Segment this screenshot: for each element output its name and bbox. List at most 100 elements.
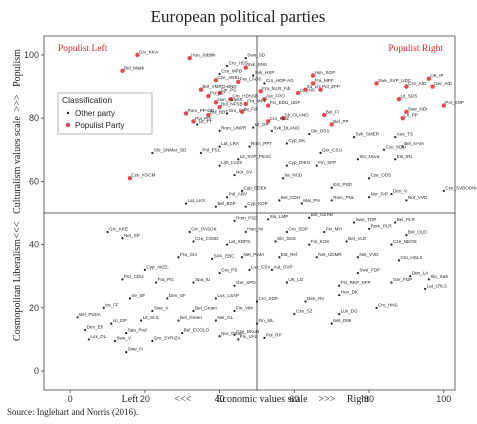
other-party-point	[151, 339, 154, 343]
other-party-point	[113, 339, 117, 343]
point-label: Hun_Nr	[247, 226, 263, 231]
point-label: Swe_TOP	[356, 217, 377, 222]
other-party-point	[285, 230, 288, 234]
other-party-point	[394, 136, 397, 139]
point-label: Bel_N-VA	[404, 141, 425, 146]
point-label: Slo_DSS	[311, 128, 330, 133]
point-label: Ger_FDP	[393, 277, 412, 282]
populist-party-point	[213, 100, 219, 105]
populist-party-point	[430, 84, 435, 89]
other-party-point	[367, 196, 371, 199]
point-label: Bel_ECOLO	[184, 328, 210, 333]
populist-party-point	[426, 76, 432, 81]
other-party-point	[244, 57, 247, 60]
x-label-arrows-left: <<<	[175, 394, 192, 405]
other-party-point	[315, 164, 318, 167]
point-label: Rom_PLR	[371, 223, 393, 228]
x-tick-label: 80	[364, 394, 374, 404]
other-party-point	[367, 227, 371, 230]
other-party-point	[285, 281, 288, 284]
point-label: Bel_BSP	[217, 201, 235, 206]
point-label: Gre_SYRIZA	[154, 336, 182, 341]
y-tick-label: 40	[29, 240, 39, 250]
other-party-point	[192, 309, 195, 313]
other-party-point	[345, 240, 348, 243]
point-label: SPA_EBC	[214, 253, 236, 258]
point-label: Aut_FPO	[266, 94, 285, 99]
point-label: Cro_SDP	[258, 296, 277, 301]
chart-title: European political parties	[151, 7, 326, 26]
other-party-point	[394, 221, 397, 224]
populist-party-point	[183, 111, 189, 116]
point-label: Fin_KOK	[311, 239, 331, 244]
point-label: Lit_DP	[255, 122, 269, 127]
point-label: Rom_PPT	[251, 141, 272, 146]
populist-party-point	[265, 103, 271, 108]
other-party-point	[248, 145, 251, 148]
other-party-point	[214, 297, 217, 300]
point-label: Net_PvdA	[244, 252, 266, 257]
other-party-point	[285, 164, 288, 167]
point-label: Svk_HSP	[255, 70, 275, 75]
point-label: Swe_V	[116, 336, 131, 341]
legend-box	[57, 92, 153, 135]
other-party-point	[181, 332, 184, 335]
point-label: Svk_DLANO	[273, 125, 299, 130]
populist-party-point	[198, 87, 204, 92]
point-label: Cro_HDZ	[270, 116, 290, 121]
point-label: Cze_CSSD	[195, 236, 219, 241]
y-tick-label: 60	[29, 176, 39, 186]
other-party-point	[102, 306, 105, 309]
point-label: Aut_OVP	[273, 264, 292, 269]
populist-party-point	[295, 90, 301, 96]
populist-party-point	[206, 112, 211, 118]
other-party-point	[233, 284, 236, 287]
other-party-point	[252, 74, 255, 77]
point-label: Bel_Makk	[124, 65, 145, 70]
other-party-point	[367, 177, 371, 180]
populist-party-point	[243, 65, 248, 70]
other-party-point	[278, 256, 281, 259]
point-label: Swe_V	[154, 305, 169, 310]
other-party-point	[233, 333, 236, 336]
point-label: Mal_PN	[303, 198, 319, 203]
point-label: Spa_IU	[195, 277, 210, 282]
other-party-point	[382, 148, 386, 151]
point-label: Fin_ML	[258, 318, 274, 323]
point-label: Cyp_EK	[288, 138, 306, 143]
point-label: Rom_PSD	[236, 215, 258, 220]
point-label: Swe_NDI	[408, 106, 427, 111]
populist-party-point	[135, 52, 140, 58]
point-label: Cze_SZ	[296, 309, 313, 314]
point-label: Bel_FI	[326, 110, 339, 115]
other-party-point	[270, 268, 274, 271]
point-label: Cze_NEOS	[393, 239, 417, 244]
point-label: Hun_Jobbik	[191, 53, 216, 58]
y-label-bottom: Cosmopolitan Liberalism	[12, 239, 23, 341]
other-party-point	[285, 142, 288, 145]
other-party-point	[248, 268, 251, 271]
point-label: Lith_LVZS	[221, 160, 242, 165]
other-party-point	[121, 237, 124, 240]
point-label: Lit_SLS	[143, 315, 159, 320]
other-party-point	[110, 322, 113, 325]
other-party-point	[125, 332, 128, 335]
point-label: Cro_HSS	[229, 61, 248, 66]
other-party-point	[225, 64, 229, 68]
point-label: Cyp_EDEK	[244, 185, 268, 190]
y-tick-label: 20	[29, 303, 39, 313]
y-label-top: Populism	[12, 49, 23, 87]
point-label: Hun_DK	[341, 290, 359, 295]
populist-party-point	[396, 97, 402, 102]
other-party-point	[390, 281, 393, 284]
point-label: Cro_SDP	[288, 226, 307, 231]
populist-party-point	[280, 115, 286, 121]
point-label: Ger_CSU	[322, 147, 342, 152]
other-party-point	[233, 309, 236, 313]
y-axis-label: Cosmopolitan Liberalism <<< Culturalism …	[12, 49, 23, 341]
y-tick-label: 80	[29, 113, 39, 123]
other-party-point	[166, 297, 169, 300]
populist-party-point	[303, 87, 308, 92]
other-party-point	[151, 309, 154, 313]
other-party-point	[308, 132, 311, 136]
